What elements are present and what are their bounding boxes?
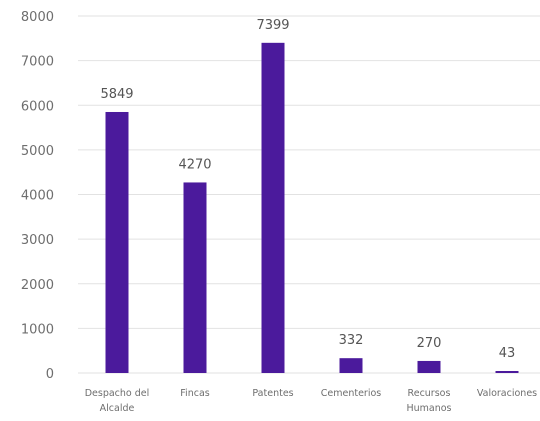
x-category-label: Recursos Humanos — [406, 388, 451, 414]
y-tick-label: 8000 — [21, 10, 54, 25]
x-category-label: Fincas — [180, 388, 209, 399]
x-category-label: Valoraciones — [477, 388, 537, 399]
y-tick-label: 7000 — [21, 55, 54, 70]
x-category-label: Patentes — [252, 388, 293, 399]
data-label: 4270 — [178, 157, 211, 172]
x-category-label-line: Valoraciones — [477, 388, 537, 399]
data-label: 43 — [499, 346, 516, 361]
x-category-label-line: Cementerios — [321, 388, 382, 399]
data-label: 270 — [417, 336, 442, 351]
x-category-label: Despacho del Alcalde — [85, 388, 150, 414]
y-tick-label: 6000 — [21, 99, 54, 114]
x-category-label-line: Humanos — [406, 403, 451, 414]
bar — [417, 360, 441, 373]
data-label: 332 — [339, 333, 364, 348]
bar — [339, 358, 363, 373]
x-category-label-line: Recursos — [408, 388, 451, 399]
y-axis-tick-labels: 0 1000 2000 3000 4000 5000 6000 7000 8000 — [21, 10, 54, 382]
x-category-label-line: Despacho del — [85, 388, 150, 399]
bar — [105, 111, 129, 373]
data-labels: 5849 4270 7399 332 270 43 — [100, 18, 515, 361]
gridlines — [78, 15, 540, 374]
data-label: 5849 — [100, 87, 133, 102]
bar — [495, 371, 519, 373]
y-tick-label: 4000 — [21, 189, 54, 204]
y-tick-label: 2000 — [21, 278, 54, 293]
x-category-label-line: Patentes — [252, 388, 293, 399]
bar — [183, 182, 207, 373]
x-axis-category-labels: Despacho del Alcalde Fincas Patentes Cemente… — [85, 388, 537, 414]
y-tick-label: 0 — [46, 367, 54, 382]
x-category-label-line: Alcalde — [100, 403, 135, 414]
y-tick-label: 3000 — [21, 233, 54, 248]
bar — [261, 42, 285, 373]
x-category-label: Cementerios — [321, 388, 382, 399]
y-tick-label: 1000 — [21, 322, 54, 337]
bars — [105, 42, 519, 373]
data-label: 7399 — [256, 18, 289, 33]
y-tick-label: 5000 — [21, 144, 54, 159]
x-category-label-line: Fincas — [180, 388, 209, 399]
